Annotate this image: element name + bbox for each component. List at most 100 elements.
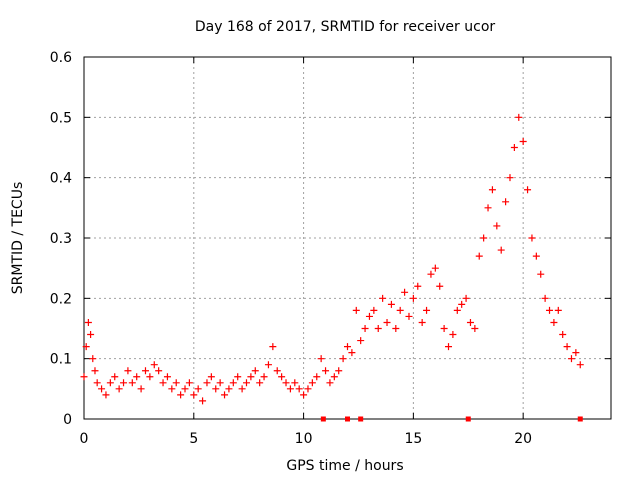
data-point: [436, 282, 444, 290]
data-point: [82, 343, 90, 351]
data-point: [304, 385, 312, 393]
data-point: [392, 325, 400, 332]
data-point: [128, 379, 136, 387]
data-point: [91, 367, 99, 375]
x-tick-label: 5: [189, 431, 198, 447]
data-point: [84, 318, 92, 326]
gap-marker: [345, 416, 350, 422]
data-point: [190, 391, 198, 399]
data-point: [357, 337, 365, 345]
data-point: [418, 318, 426, 326]
data-point: [234, 373, 242, 381]
data-point: [383, 318, 391, 326]
y-tick-label: 0.5: [50, 110, 72, 126]
data-point: [212, 385, 220, 393]
data-point: [563, 343, 571, 351]
data-point: [181, 385, 189, 393]
data-point: [313, 373, 321, 381]
data-point: [251, 367, 259, 375]
data-point: [493, 222, 501, 230]
data-point: [106, 379, 114, 387]
data-point: [199, 397, 207, 405]
data-point: [401, 288, 409, 296]
data-point: [550, 318, 558, 326]
data-point: [256, 379, 264, 387]
data-point: [278, 373, 286, 381]
x-axis-label: GPS time / hours: [286, 458, 403, 474]
data-point: [229, 379, 237, 387]
data-point: [427, 270, 435, 278]
data-point: [168, 385, 176, 393]
data-point: [339, 355, 347, 363]
data-point: [466, 318, 474, 326]
data-point: [554, 306, 562, 314]
data-point: [185, 379, 193, 387]
data-point: [387, 300, 395, 308]
data-point: [480, 234, 488, 242]
data-point: [177, 391, 185, 399]
data-point: [282, 379, 290, 387]
data-point: [453, 306, 461, 314]
data-point: [370, 306, 378, 314]
data-point: [120, 379, 128, 387]
data-point: [102, 391, 110, 399]
data-point: [546, 306, 554, 314]
data-point: [484, 204, 492, 212]
data-point: [322, 367, 330, 375]
gap-marker: [358, 416, 364, 422]
data-point: [291, 379, 299, 387]
data-point: [423, 306, 431, 314]
y-tick-label: 0.4: [50, 171, 72, 187]
data-point: [163, 373, 171, 381]
y-tick-label: 0: [63, 412, 72, 428]
data-point: [330, 373, 338, 381]
data-point: [502, 198, 510, 206]
data-point: [141, 367, 149, 375]
y-tick-label: 0.3: [50, 231, 72, 247]
y-tick-label: 0.2: [50, 291, 72, 307]
data-point: [133, 373, 141, 381]
x-tick-label: 0: [80, 431, 89, 447]
data-point: [510, 144, 518, 151]
data-point: [295, 385, 303, 393]
data-point: [159, 379, 167, 387]
data-point: [532, 252, 540, 260]
x-tick-label: 15: [404, 431, 422, 447]
data-point: [242, 379, 250, 387]
data-point: [203, 379, 211, 387]
data-point: [221, 391, 229, 399]
data-point: [273, 367, 281, 375]
data-point: [567, 355, 575, 363]
data-point: [458, 300, 466, 308]
data-point: [155, 367, 163, 375]
data-point: [80, 373, 88, 381]
data-point: [396, 306, 404, 314]
data-point: [111, 373, 119, 381]
data-point: [146, 373, 154, 381]
axis-ticks: 0 5 10 15 20 0 0.1 0.2 0.3 0.4 0.5 0.6: [50, 50, 611, 447]
gap-marker: [320, 416, 326, 422]
y-tick-label: 0.1: [50, 352, 72, 368]
data-point: [352, 306, 360, 314]
data-point: [89, 355, 97, 363]
chart-title: Day 168 of 2017, SRMTID for receiver uco…: [195, 19, 496, 35]
data-point: [488, 186, 496, 194]
data-point: [300, 391, 308, 399]
data-point: [225, 385, 233, 393]
data-point: [216, 379, 224, 387]
x-tick-label: 20: [514, 431, 532, 447]
data-point: [365, 312, 373, 320]
data-point: [260, 373, 268, 381]
data-point: [137, 385, 145, 393]
data-point: [150, 361, 158, 369]
data-point: [269, 343, 277, 351]
data-point: [524, 186, 532, 194]
data-point: [98, 385, 106, 393]
gap-marker: [465, 416, 471, 422]
data-point: [194, 385, 202, 393]
data-point: [379, 294, 387, 302]
grid: [84, 57, 611, 419]
data-point: [405, 312, 413, 320]
data-point: [124, 367, 132, 375]
